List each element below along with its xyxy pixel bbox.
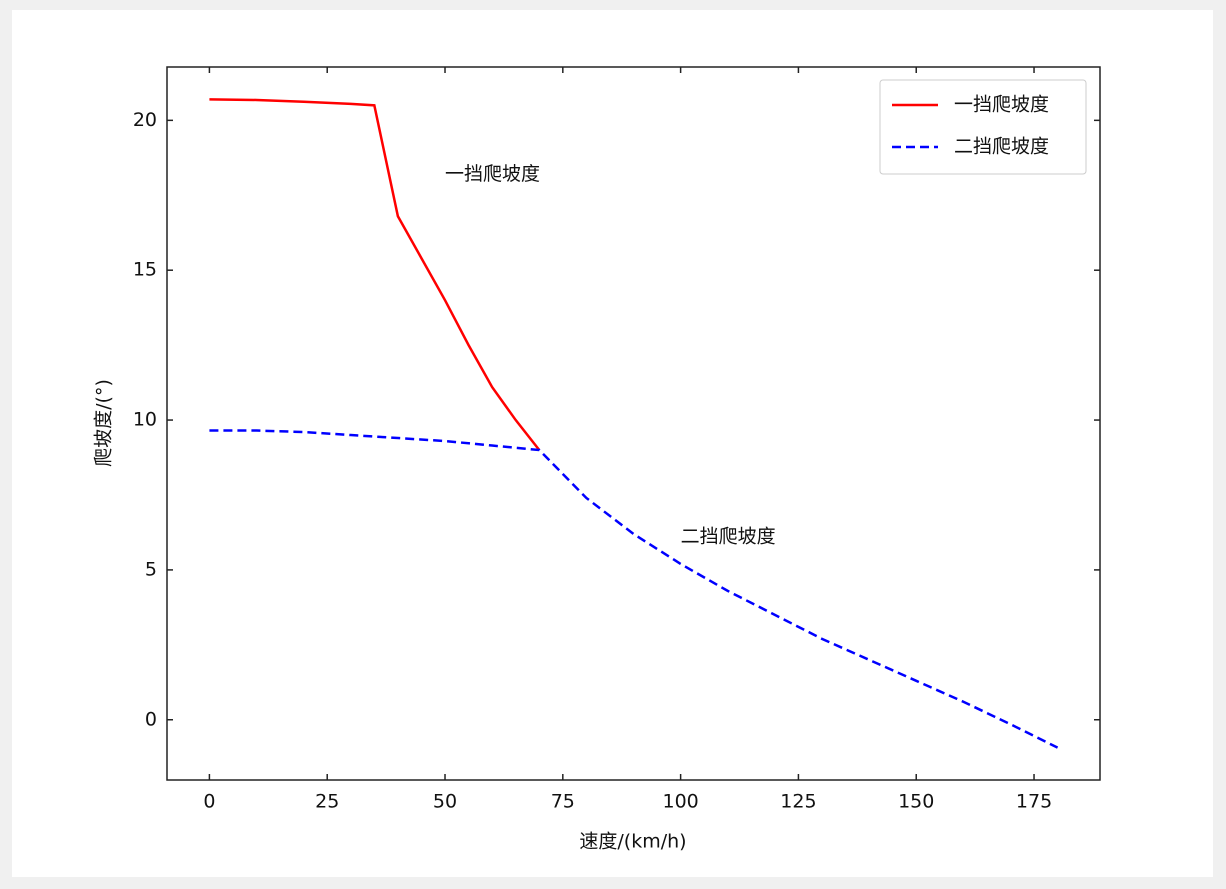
x-tick-label: 75 <box>551 791 575 813</box>
x-tick-label: 175 <box>1016 791 1052 813</box>
x-tick-label: 25 <box>315 791 339 813</box>
annotation: 二挡爬坡度 <box>681 525 776 547</box>
data-line <box>209 98 541 451</box>
y-tick-label: 20 <box>133 109 157 131</box>
x-tick-label: 150 <box>898 791 934 813</box>
x-axis-label: 速度/(km/h) <box>579 831 686 853</box>
y-tick-label: 10 <box>133 409 157 431</box>
y-tick-label: 5 <box>145 558 157 580</box>
x-tick-label: 100 <box>662 791 698 813</box>
y-axis-label: 爬坡度/(°) <box>93 379 115 467</box>
x-tick-label: 125 <box>780 791 816 813</box>
legend-label: 一挡爬坡度 <box>954 94 1049 116</box>
x-tick-label: 0 <box>203 791 215 813</box>
plot-area <box>167 67 1100 780</box>
legend-label: 二挡爬坡度 <box>954 136 1049 158</box>
legend-box <box>879 79 1087 175</box>
x-tick-label: 50 <box>433 791 457 813</box>
y-tick-label: 0 <box>145 708 157 730</box>
data-line <box>209 429 1059 749</box>
axes-frame <box>166 66 1101 781</box>
annotation: 一挡爬坡度 <box>445 163 540 185</box>
y-tick-label: 15 <box>133 259 157 281</box>
